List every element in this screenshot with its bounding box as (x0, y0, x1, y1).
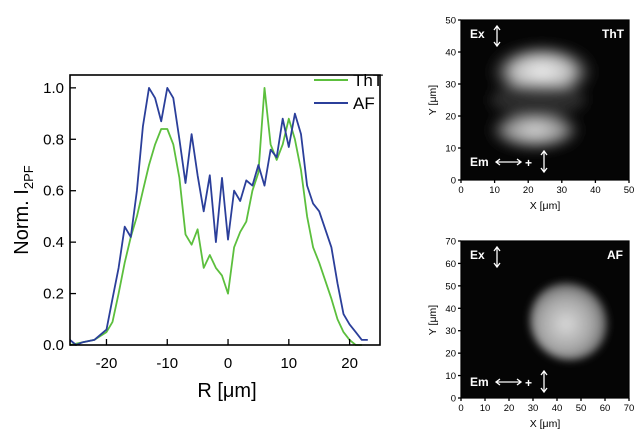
y-tick-label: 40 (445, 48, 456, 59)
annotation-af: AF (607, 248, 623, 262)
x-tick-label: 50 (624, 185, 635, 196)
x-tick-label: 10 (280, 355, 297, 372)
series-line-af (69, 87, 368, 346)
y-tick-label: 1.0 (43, 80, 64, 97)
y-tick-label: 30 (445, 326, 456, 337)
x-tick-label: 60 (600, 403, 611, 414)
image-frame (460, 19, 630, 181)
y-tick-label: 60 (445, 259, 456, 270)
y-tick-label: 40 (445, 304, 456, 315)
x-tick-label: 10 (480, 403, 491, 414)
image-panel-af: 0 10 20 30 40 50 60 70 0 10 20 30 40 50 60 70 X [μm] Y… (427, 237, 634, 431)
legend-label-af: AF (353, 94, 375, 113)
y-tick-label: 0.8 (43, 131, 64, 148)
y-tick-label: 50 (445, 16, 456, 27)
annotation-tht: ThT (602, 27, 625, 41)
y-tick-label: 0 (451, 394, 456, 405)
image-frame (460, 240, 630, 399)
x-axis-label: X [μm] (530, 200, 561, 212)
series-group (69, 87, 368, 346)
x-tick-label: 70 (624, 403, 635, 414)
vertical-double-arrow-icon (493, 245, 501, 269)
legend-label-tht: ThT (353, 71, 383, 90)
annotation-em: Em (470, 375, 489, 389)
x-tick-label: 20 (341, 355, 358, 372)
image-panel-tht: 0 10 20 30 40 50 0 10 20 30 40 50 X [μm] Y [μm] Ex… (427, 16, 634, 213)
x-axis-label: R [μm] (197, 380, 256, 402)
image-content (485, 42, 598, 152)
annotation-ex: Ex (470, 27, 485, 41)
x-tick-label: 0 (458, 403, 463, 414)
y-tick-label: 0.6 (43, 183, 64, 200)
y-axis-label: Norm. I2PF (11, 165, 36, 254)
annotation-em: Em (470, 155, 489, 169)
annotation-ex: Ex (470, 248, 485, 262)
vertical-double-arrow-icon (540, 149, 548, 174)
y-tick-label: 0 (451, 176, 456, 187)
line-profile-chart: -20 -10 0 10 20 0.0 0.2 0.4 0.6 0.8 1.0 R [μm] No… (11, 71, 383, 402)
y-tick-label: 70 (445, 237, 456, 248)
y-axis-label-subscript: 2PF (21, 165, 36, 189)
vertical-double-arrow-icon (540, 369, 548, 394)
x-tick-label: 30 (528, 403, 539, 414)
plot-frame (69, 74, 381, 346)
x-tick-label: -10 (156, 355, 178, 372)
horizontal-double-arrow-icon (494, 378, 523, 386)
y-axis-label: Y [μm] (427, 305, 439, 335)
x-tick-label: 30 (557, 185, 568, 196)
y-axis-ticks: 0.0 0.2 0.4 0.6 0.8 1.0 (43, 80, 76, 354)
y-axis-ticks: 0 10 20 30 40 50 60 70 (445, 237, 461, 405)
legend: ThT AF (314, 71, 383, 113)
annotation-plus: + (525, 376, 532, 390)
x-axis-ticks: 0 10 20 30 40 50 (458, 180, 634, 196)
y-axis-ticks: 0 10 20 30 40 50 (445, 16, 461, 187)
x-tick-label: 40 (552, 403, 563, 414)
x-axis-label: X [μm] (530, 418, 561, 430)
x-axis-ticks: -20 -10 0 10 20 (96, 339, 358, 372)
x-tick-label: 10 (489, 185, 500, 196)
y-tick-label: 0.0 (43, 337, 64, 354)
y-tick-label: 10 (445, 144, 456, 155)
vertical-double-arrow-icon (493, 24, 501, 48)
dim-region-mid (490, 84, 586, 116)
y-tick-label: 20 (445, 349, 456, 360)
y-tick-label: 0.2 (43, 286, 64, 303)
image-content (530, 280, 610, 360)
series-line-tht (69, 87, 362, 346)
x-tick-label: 50 (576, 403, 587, 414)
x-tick-label: 20 (523, 185, 534, 196)
horizontal-double-arrow-icon (494, 158, 523, 166)
bright-sphere (530, 280, 610, 360)
y-tick-label: 20 (445, 112, 456, 123)
x-tick-label: -20 (96, 355, 118, 372)
y-tick-label: 10 (445, 371, 456, 382)
y-axis-label: Y [μm] (427, 85, 439, 115)
annotation-plus: + (525, 156, 532, 170)
y-tick-label: 50 (445, 281, 456, 292)
x-tick-label: 40 (590, 185, 601, 196)
x-tick-label: 20 (504, 403, 515, 414)
x-axis-ticks: 0 10 20 30 40 50 60 70 (458, 398, 634, 414)
y-tick-label: 0.4 (43, 234, 64, 251)
bright-region-lower (485, 108, 585, 152)
x-tick-label: 0 (458, 185, 463, 196)
y-tick-label: 30 (445, 80, 456, 91)
x-tick-label: 0 (224, 355, 232, 372)
